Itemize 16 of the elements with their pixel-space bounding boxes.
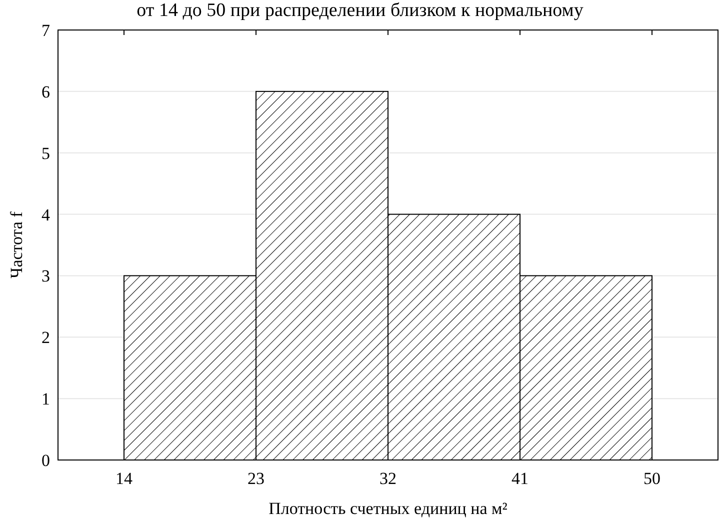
- y-tick-label: 4: [42, 205, 50, 224]
- x-tick-label: 41: [512, 469, 528, 488]
- y-tick-label: 2: [42, 328, 50, 348]
- x-tick-label: 14: [116, 469, 133, 488]
- y-tick-label: 6: [42, 82, 50, 102]
- x-tick-label: 50: [644, 469, 660, 488]
- chart-title: от 14 до 50 при распределении близком к нормальному: [136, 0, 584, 21]
- y-tick-label: 1: [42, 390, 50, 409]
- y-tick-label: 0: [42, 451, 50, 470]
- y-tick-label: 5: [42, 144, 50, 163]
- y-axis-title: Частота f: [7, 211, 26, 278]
- x-axis-title: Плотность счетных единиц на м²: [268, 499, 508, 518]
- x-tick-label: 23: [248, 469, 264, 488]
- y-tick-label: 3: [42, 266, 50, 286]
- y-tick-label: 7: [42, 21, 50, 40]
- x-tick-label: 32: [380, 469, 396, 488]
